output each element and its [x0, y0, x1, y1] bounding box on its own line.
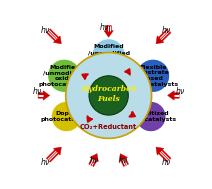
Circle shape: [92, 39, 125, 72]
Text: Modified
/unmodified
non-oxide
photocatalysts: Modified /unmodified non-oxide photocata…: [83, 44, 135, 67]
FancyArrow shape: [46, 29, 61, 44]
Circle shape: [89, 76, 128, 115]
Circle shape: [136, 59, 170, 93]
Text: $h\nu$: $h\nu$: [174, 85, 186, 96]
Text: $h\nu$: $h\nu$: [118, 154, 129, 165]
FancyArrow shape: [46, 147, 61, 162]
FancyArrow shape: [38, 91, 50, 100]
FancyArrow shape: [119, 154, 129, 167]
Text: CO₂+Reductant: CO₂+Reductant: [80, 124, 137, 130]
FancyArrow shape: [168, 91, 179, 100]
Text: Modified
/unmodified
oxide
photocatalysts: Modified /unmodified oxide photocatalyst…: [38, 65, 90, 87]
FancyArrow shape: [104, 26, 113, 37]
Circle shape: [51, 101, 82, 132]
Text: $h\nu$: $h\nu$: [89, 154, 100, 165]
Text: $h\nu$: $h\nu$: [32, 85, 43, 96]
Circle shape: [66, 53, 152, 138]
Text: Doped
photocatalysts: Doped photocatalysts: [40, 111, 92, 122]
Text: $h\nu$: $h\nu$: [40, 24, 51, 35]
FancyArrow shape: [89, 154, 98, 167]
Text: Flexible
substrate
based
photocatalysts: Flexible substrate based photocatalysts: [127, 65, 179, 87]
Text: Hydrocarbon
Fuels: Hydrocarbon Fuels: [81, 85, 137, 103]
Circle shape: [135, 101, 166, 132]
FancyArrow shape: [156, 147, 171, 162]
Text: $h\nu$: $h\nu$: [99, 21, 109, 32]
Circle shape: [47, 59, 81, 93]
FancyArrow shape: [156, 29, 171, 44]
Text: $h\nu$: $h\nu$: [161, 24, 172, 35]
Text: $h\nu$: $h\nu$: [161, 156, 172, 167]
Text: Sensitized
photocatalysts: Sensitized photocatalysts: [125, 111, 177, 122]
Text: $h\nu$: $h\nu$: [40, 156, 51, 167]
